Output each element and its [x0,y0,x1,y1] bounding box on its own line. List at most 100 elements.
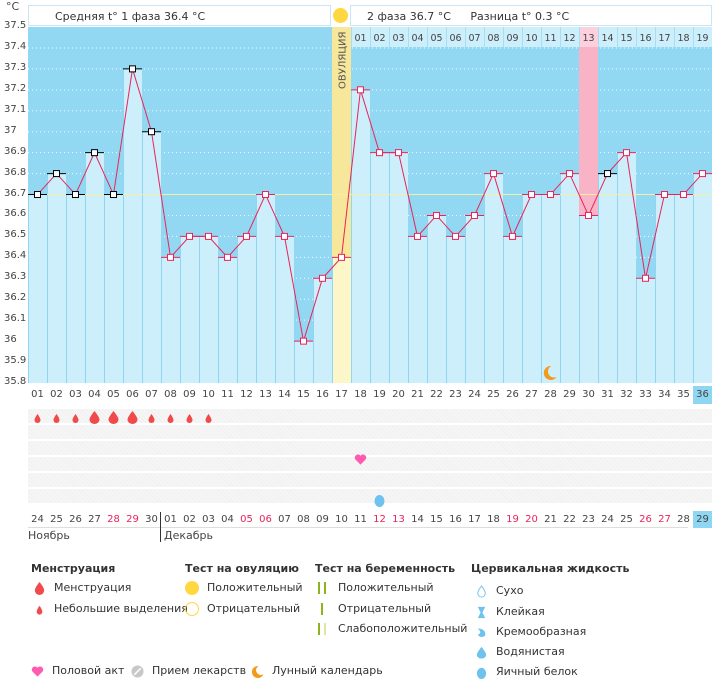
spotting-icon[interactable] [202,409,215,423]
cycle-day-label[interactable]: 13 [259,389,272,400]
calendar-date-label[interactable]: 29 [693,511,712,528]
cycle-day-label[interactable]: 36 [693,386,712,404]
cycle-day-label[interactable]: 30 [582,389,595,400]
cycle-day-label[interactable]: 12 [240,389,253,400]
calendar-date-label[interactable]: 25 [50,514,63,525]
cycle-day-label[interactable]: 03 [69,389,82,400]
calendar-date-label[interactable]: 10 [335,514,348,525]
cycle-day-label[interactable]: 19 [373,389,386,400]
calendar-date-label[interactable]: 14 [411,514,424,525]
y-tick-label: 36.2 [4,292,27,304]
calendar-date-label[interactable]: 16 [449,514,462,525]
menstruation-icon[interactable] [88,409,101,424]
calendar-date-label[interactable]: 23 [582,514,595,525]
temperature-point [585,211,592,219]
menstruation-icon[interactable] [107,409,120,424]
cycle-day-label[interactable]: 22 [430,389,443,400]
luteal-day-label: 16 [639,33,651,44]
intercourse-heart-icon[interactable] [354,451,367,465]
menstruation-icon[interactable] [126,409,139,424]
cycle-day-label[interactable]: 35 [677,389,690,400]
calendar-date-label[interactable]: 15 [430,514,443,525]
egg-white-icon[interactable] [373,492,386,507]
calendar-date-label[interactable]: 05 [240,514,253,525]
cycle-day-label[interactable]: 18 [354,389,367,400]
cycle-day-label[interactable]: 32 [620,389,633,400]
calendar-date-label[interactable]: 17 [468,514,481,525]
cycle-day-label[interactable]: 06 [126,389,139,400]
marks-row [28,425,712,439]
calendar-date-label[interactable]: 28 [107,514,120,525]
marks-row [28,457,712,471]
calendar-date-label[interactable]: 30 [145,514,158,525]
calendar-date-label[interactable]: 11 [354,514,367,525]
calendar-date-label[interactable]: 13 [392,514,405,525]
cycle-day-label[interactable]: 31 [601,389,614,400]
cycle-day-label[interactable]: 29 [563,389,576,400]
legend-cervical-eggwhite: Яичный белок [475,665,578,679]
calendar-date-label[interactable]: 12 [373,514,386,525]
cycle-day-label[interactable]: 05 [107,389,120,400]
calendar-date-label[interactable]: 21 [544,514,557,525]
calendar-date-label[interactable]: 02 [183,514,196,525]
calendar-date-label[interactable]: 08 [297,514,310,525]
legend-lunar: Лунный календарь [251,664,383,678]
temperature-point [262,191,269,199]
spotting-icon[interactable] [164,409,177,423]
cycle-day-label[interactable]: 33 [639,389,652,400]
spotting-icon[interactable] [145,409,158,423]
cycle-day-label[interactable]: 28 [544,389,557,400]
cycle-day-label[interactable]: 23 [449,389,462,400]
calendar-date-label[interactable]: 06 [259,514,272,525]
calendar-date-label[interactable]: 07 [278,514,291,525]
calendar-date-label[interactable]: 26 [69,514,82,525]
cycle-day-label[interactable]: 34 [658,389,671,400]
y-tick-label: 36.7 [4,187,27,199]
calendar-date-label[interactable]: 22 [563,514,576,525]
cycle-day-label[interactable]: 20 [392,389,405,400]
luteal-day-label: 09 [506,33,518,44]
luteal-day-label: 12 [563,33,575,44]
cycle-day-label[interactable]: 07 [145,389,158,400]
cycle-day-label[interactable]: 24 [468,389,481,400]
calendar-date-label[interactable]: 19 [506,514,519,525]
calendar-date-label[interactable]: 01 [164,514,177,525]
unit-label: °C [6,0,20,13]
calendar-date-label[interactable]: 03 [202,514,215,525]
cycle-day-label[interactable]: 26 [506,389,519,400]
spotting-icon[interactable] [50,409,63,423]
calendar-date-label[interactable]: 04 [221,514,234,525]
luteal-day-label: 10 [525,33,537,44]
small-blood-drop-icon [36,605,43,615]
cycle-day-label[interactable]: 25 [487,389,500,400]
cycle-day-label[interactable]: 11 [221,389,234,400]
cycle-day-label[interactable]: 08 [164,389,177,400]
y-tick-label: 36 [4,334,17,346]
legend-cervical-sticky: Клейкая [475,605,545,619]
cycle-day-label[interactable]: 10 [202,389,215,400]
cycle-day-label[interactable]: 17 [335,389,348,400]
calendar-date-label[interactable]: 28 [677,514,690,525]
cycle-day-label[interactable]: 15 [297,389,310,400]
cycle-day-label[interactable]: 02 [50,389,63,400]
cycle-day-label[interactable]: 14 [278,389,291,400]
calendar-date-label[interactable]: 25 [620,514,633,525]
calendar-date-label[interactable]: 24 [601,514,614,525]
cycle-day-label[interactable]: 04 [88,389,101,400]
cycle-day-label[interactable]: 27 [525,389,538,400]
calendar-date-label[interactable]: 24 [31,514,44,525]
cycle-day-label[interactable]: 09 [183,389,196,400]
calendar-date-label[interactable]: 09 [316,514,329,525]
calendar-date-label[interactable]: 27 [658,514,671,525]
cycle-day-label[interactable]: 21 [411,389,424,400]
spotting-icon[interactable] [183,409,196,423]
spotting-icon[interactable] [31,409,44,423]
calendar-date-label[interactable]: 29 [126,514,139,525]
calendar-date-label[interactable]: 26 [639,514,652,525]
cycle-day-label[interactable]: 01 [31,389,44,400]
spotting-icon[interactable] [69,409,82,423]
calendar-date-label[interactable]: 18 [487,514,500,525]
calendar-date-label[interactable]: 20 [525,514,538,525]
cycle-day-label[interactable]: 16 [316,389,329,400]
calendar-date-label[interactable]: 27 [88,514,101,525]
